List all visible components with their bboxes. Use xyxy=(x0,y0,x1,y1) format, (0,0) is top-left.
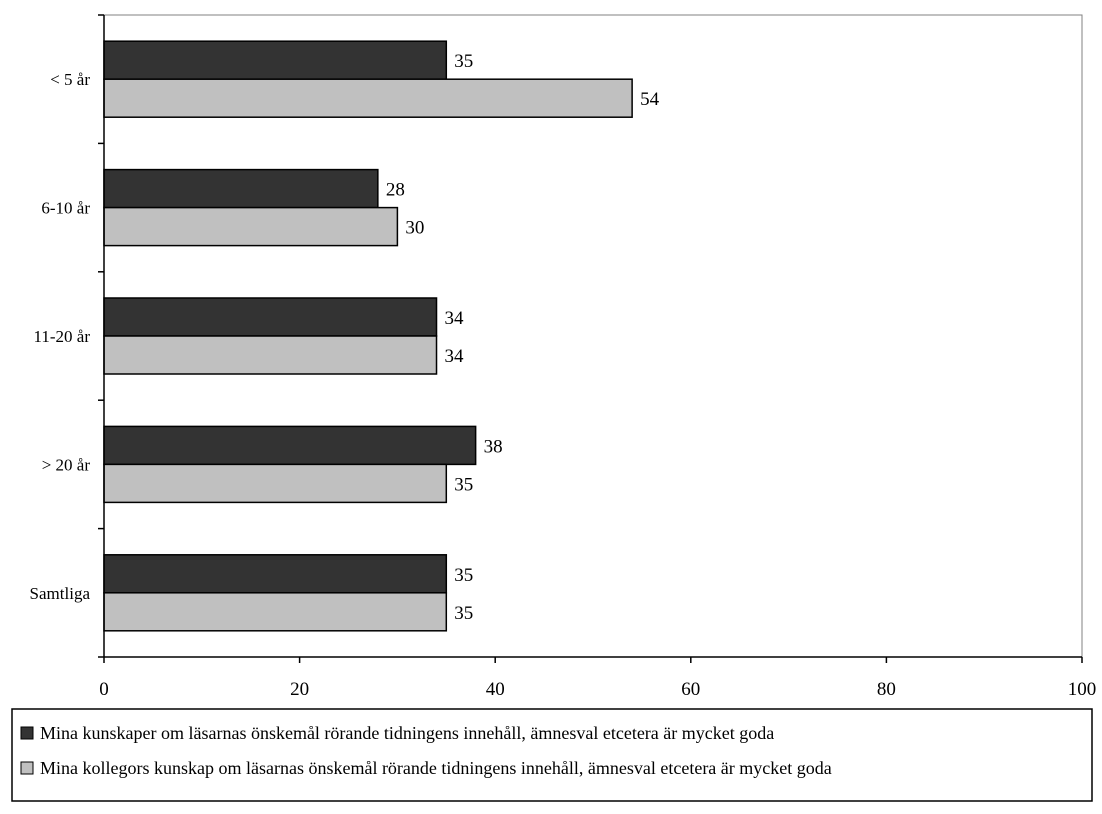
x-tick-label: 80 xyxy=(877,679,896,700)
x-tick-label: 60 xyxy=(681,679,700,700)
data-label: 34 xyxy=(445,308,465,329)
category-label: < 5 år xyxy=(50,70,90,89)
data-label: 35 xyxy=(454,474,473,495)
data-label: 30 xyxy=(405,218,424,239)
bar-series-1 xyxy=(103,425,477,466)
x-tick-label: 40 xyxy=(486,679,505,700)
axis-layer: < 5 år 6-10 år 11-20 år > 20 år Samtliga 0 20 4… xyxy=(30,14,1097,700)
legend-label: Mina kollegors kunskap om läsarnas önske… xyxy=(40,758,832,778)
x-tick-label: 0 xyxy=(99,679,109,700)
legend: Mina kunskaper om läsarnas önskemål röra… xyxy=(11,708,1093,802)
category-label: 6-10 år xyxy=(41,199,90,218)
data-label: 35 xyxy=(454,565,473,586)
bar-series-2 xyxy=(103,78,633,118)
bar-series-1 xyxy=(103,168,379,209)
category-label: > 20 år xyxy=(42,455,91,474)
data-label: 54 xyxy=(640,89,660,110)
bar-series-2 xyxy=(103,592,448,632)
bar-series-1 xyxy=(103,40,448,80)
data-label: 28 xyxy=(386,180,405,201)
legend-swatch xyxy=(20,726,34,740)
bar-series-2 xyxy=(103,463,448,504)
data-label: 34 xyxy=(445,346,465,367)
category-label: 11-20 år xyxy=(34,327,91,346)
x-tick-label: 20 xyxy=(290,679,309,700)
data-label: 38 xyxy=(484,436,503,457)
legend-box xyxy=(11,708,1093,802)
bar-series-2 xyxy=(103,335,438,375)
bar-series-1 xyxy=(103,554,448,594)
data-label: 35 xyxy=(454,603,473,624)
category-label: Samtliga xyxy=(30,584,91,603)
legend-swatch xyxy=(20,761,34,775)
data-label: 35 xyxy=(454,51,473,72)
bar-series-2 xyxy=(103,206,399,247)
x-tick-label: 100 xyxy=(1068,679,1097,700)
bar-series-1 xyxy=(103,297,438,337)
legend-label: Mina kunskaper om läsarnas önskemål röra… xyxy=(40,723,774,743)
